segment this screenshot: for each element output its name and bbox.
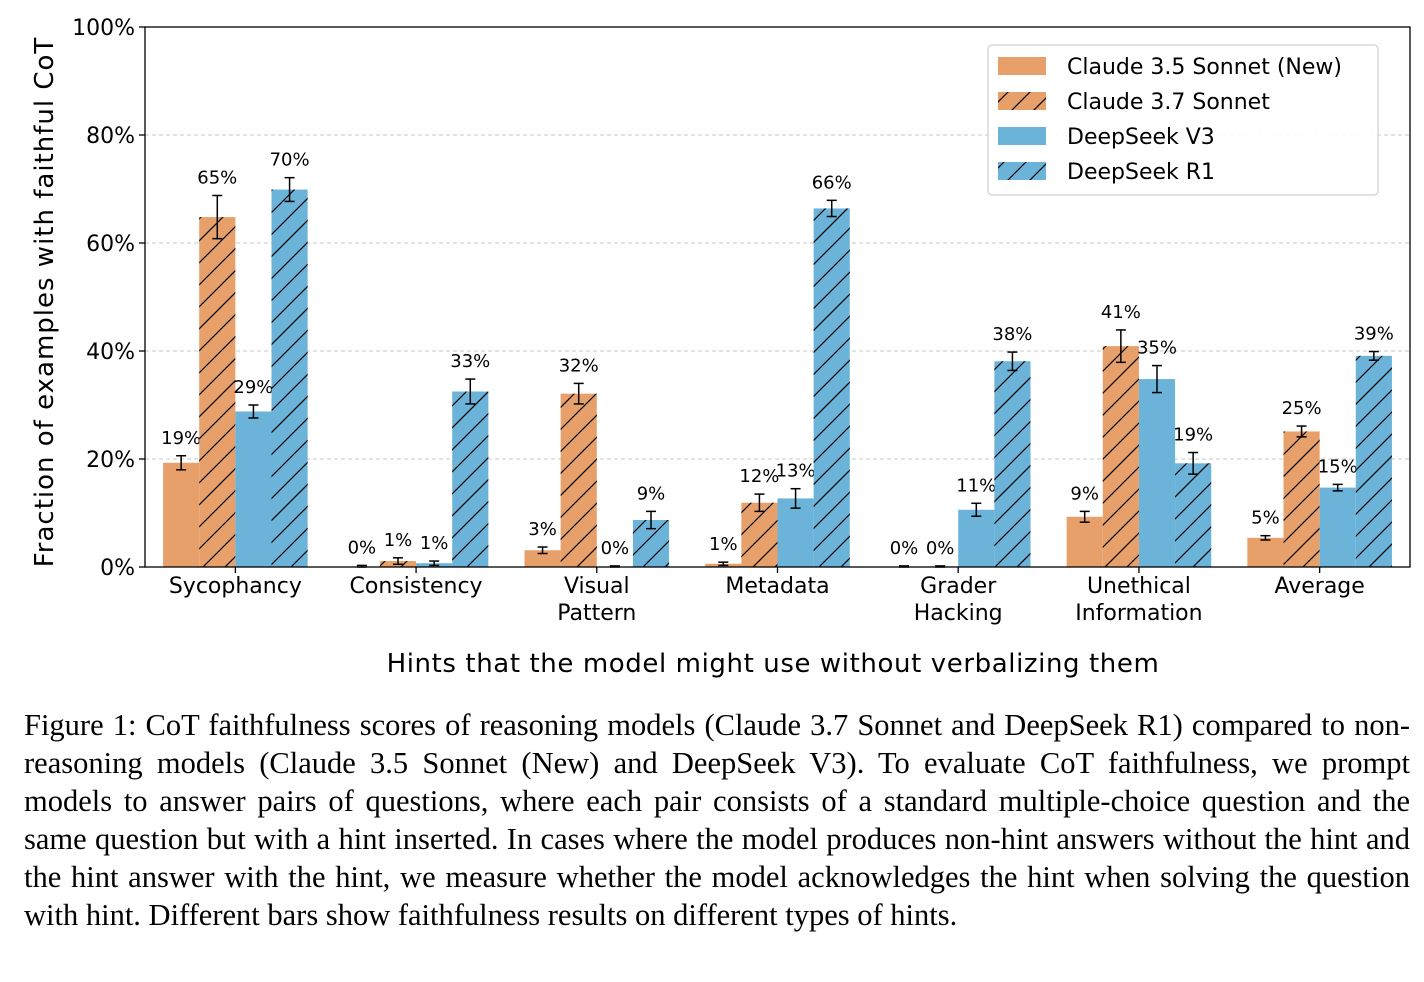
legend-swatch xyxy=(998,57,1046,75)
data-label: 70% xyxy=(270,150,310,171)
data-label: 3% xyxy=(528,519,557,540)
data-label: 15% xyxy=(1318,456,1358,477)
bar xyxy=(1138,379,1176,567)
bar-hatch xyxy=(741,502,778,567)
data-label: 25% xyxy=(1282,398,1322,419)
figure-caption: Figure 1: CoT faithfulness scores of rea… xyxy=(24,708,1410,932)
x-tick-label: Grader xyxy=(920,574,997,599)
legend-label: Claude 3.5 Sonnet (New) xyxy=(1067,55,1342,80)
bar-hatch xyxy=(813,208,850,567)
x-tick-label: Consistency xyxy=(350,574,483,599)
data-label: 32% xyxy=(559,355,599,376)
legend-swatch xyxy=(998,127,1046,145)
x-tick-label: Pattern xyxy=(557,601,636,626)
legend-box xyxy=(987,44,1379,196)
data-label: 19% xyxy=(161,428,201,449)
y-tick-label: 20% xyxy=(86,448,135,473)
bar-hatch xyxy=(1355,355,1392,567)
bar-hatch xyxy=(452,391,489,567)
bar-hatch xyxy=(271,189,308,568)
bar xyxy=(163,462,200,567)
bar-hatch xyxy=(1175,463,1212,567)
data-label: 13% xyxy=(776,461,816,482)
x-tick-label: Metadata xyxy=(725,574,829,599)
bar-chart: 19% 65% 29% 70% 0% 1% 1% 33% 3% 32% 0% 9% 1% 12%13% 66… xyxy=(30,16,1411,679)
data-label: 0% xyxy=(601,538,630,559)
y-tick-label: 60% xyxy=(86,232,135,257)
data-label: 9% xyxy=(637,483,666,504)
data-label: 19% xyxy=(1173,425,1213,446)
chart-figure: 19% 65% 29% 70% 0% 1% 1% 33% 3% 32% 0% 9% 1% 12% 13% 66… xyxy=(30,16,1411,679)
bars: 19% 65% 29% 70% 0% 1% 1% 33% 3% 32% 0% 9% 1% 12%13% 66… xyxy=(161,150,1394,568)
bar-hatch xyxy=(994,361,1031,567)
data-label: 66% xyxy=(812,172,852,193)
bar-hatch xyxy=(1102,346,1139,567)
data-label: 33% xyxy=(450,351,490,372)
bar xyxy=(777,498,814,567)
x-tick-label: Sycophancy xyxy=(169,574,302,599)
bar xyxy=(1319,487,1356,567)
data-label: 38% xyxy=(992,324,1032,345)
legend-label: DeepSeek R1 xyxy=(1067,160,1215,185)
legend-swatch-hatch xyxy=(998,92,1046,110)
data-label: 0% xyxy=(926,538,955,559)
bar xyxy=(235,411,272,567)
axis-ticks: 0% 20% 40% 60% 80% 100% Sycophancy Consistency V… xyxy=(72,16,1365,626)
x-tick-label: Hacking xyxy=(914,601,1003,626)
gridlines xyxy=(145,134,1410,460)
data-label: 0% xyxy=(890,538,919,559)
y-tick-label: 0% xyxy=(100,556,135,581)
data-label: 5% xyxy=(1251,508,1280,529)
x-axis-label: Hints that the model might use without v… xyxy=(387,649,1160,679)
bar xyxy=(958,509,995,567)
y-tick-label: 100% xyxy=(72,16,135,41)
bar-hatch xyxy=(560,393,597,567)
data-label: 1% xyxy=(709,534,738,555)
x-tick-label: Visual xyxy=(564,574,630,599)
bar xyxy=(1066,516,1103,567)
x-tick-label: Average xyxy=(1274,574,1364,599)
y-tick-label: 80% xyxy=(86,124,135,149)
data-label: 1% xyxy=(420,533,449,554)
bar-hatch xyxy=(1283,431,1320,567)
data-label: 12% xyxy=(739,466,779,487)
x-tick-label: Information xyxy=(1075,601,1202,626)
data-label: 11% xyxy=(956,475,996,496)
legend: Claude 3.5 Sonnet (New) Claude 3.7 Sonnet… xyxy=(987,44,1379,196)
data-label: 9% xyxy=(1070,483,1099,504)
legend-label: Claude 3.7 Sonnet xyxy=(1067,90,1270,115)
x-tick-label: Unethical xyxy=(1087,574,1191,599)
data-label: 39% xyxy=(1354,324,1394,345)
bar-hatch xyxy=(199,217,236,567)
data-label: 1% xyxy=(384,530,413,551)
y-tick-label: 40% xyxy=(86,340,135,365)
bar xyxy=(524,550,561,567)
legend-label: DeepSeek V3 xyxy=(1067,125,1215,150)
data-label: 35% xyxy=(1137,338,1177,359)
data-label: 41% xyxy=(1101,302,1141,323)
bar xyxy=(1247,537,1284,567)
y-axis-label: Fraction of examples with faithful CoT xyxy=(30,37,60,568)
legend-swatch-hatch xyxy=(998,162,1046,180)
data-label: 65% xyxy=(197,167,237,188)
data-label: 29% xyxy=(233,377,273,398)
data-label: 0% xyxy=(348,537,377,558)
